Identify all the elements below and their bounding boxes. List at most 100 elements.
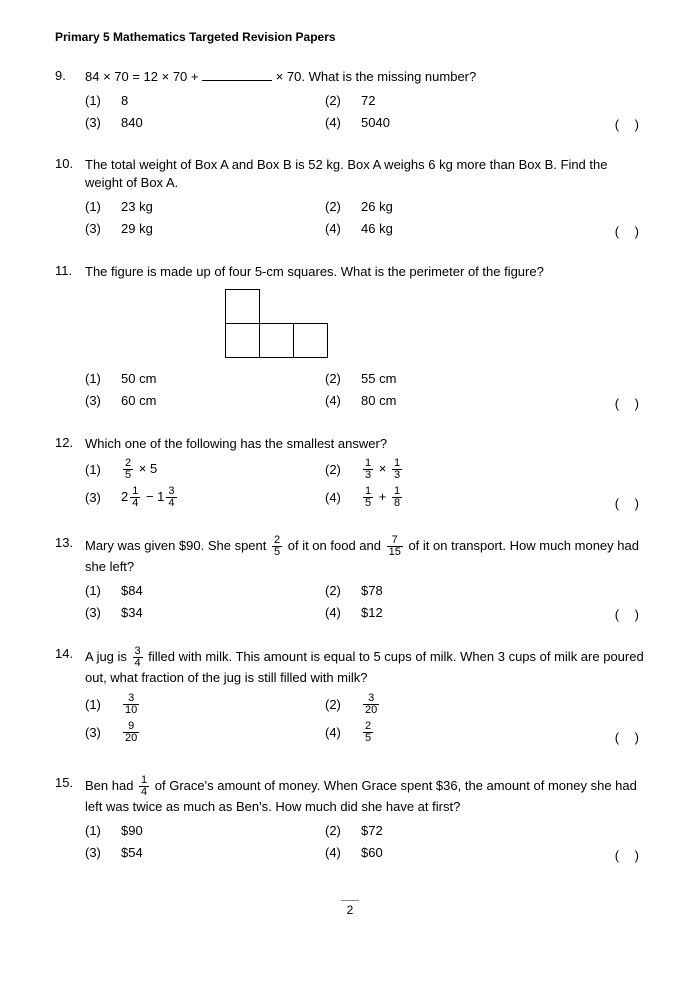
question-10: 10. The total weight of Box A and Box B … [55, 156, 645, 240]
option-2: (2)26 kg [325, 197, 525, 217]
option-2: (2)$78 [325, 580, 525, 600]
option-value: 46 kg [361, 221, 393, 236]
option-3: (3)920 [85, 719, 325, 745]
option-value: $60 [361, 845, 383, 860]
option-label: (3) [85, 605, 121, 620]
option-value: 80 cm [361, 393, 396, 408]
option-4: (4)25 [325, 719, 525, 745]
option-label: (1) [85, 199, 121, 214]
option-label: (1) [85, 583, 121, 598]
squares-figure [225, 289, 645, 359]
answer-bracket: ( ) [615, 730, 645, 745]
option-value: 55 cm [361, 371, 396, 386]
fraction: 14 [139, 775, 149, 798]
option-value: 50 cm [121, 371, 156, 386]
option-value: $54 [121, 845, 143, 860]
option-value: 25 [363, 721, 373, 744]
question-12: 12. Which one of the following has the s… [55, 435, 645, 513]
option-3: (3)$54 [85, 843, 325, 863]
question-number: 11. [55, 263, 85, 278]
answer-bracket: ( ) [615, 117, 645, 132]
option-value: 60 cm [121, 393, 156, 408]
option-label: (4) [325, 115, 361, 130]
text-part: × 70. What is the missing number? [272, 69, 476, 84]
option-value: 310 [123, 693, 139, 716]
option-value: 840 [121, 115, 143, 130]
question-13: 13. Mary was given $90. She spent 25 of … [55, 535, 645, 624]
answer-bracket: ( ) [615, 396, 645, 411]
option-value: 15 + 18 [361, 486, 404, 509]
option-2: (2)320 [325, 691, 525, 717]
question-number: 12. [55, 435, 85, 450]
option-1: (1)$90 [85, 821, 325, 841]
option-4: (4)$12 [325, 602, 525, 622]
option-label: (1) [85, 462, 121, 477]
option-value: 72 [361, 93, 375, 108]
question-text: Which one of the following has the small… [85, 435, 645, 453]
option-label: (4) [325, 393, 361, 408]
option-value: 214 − 134 [121, 486, 179, 509]
answer-bracket: ( ) [615, 496, 645, 511]
option-label: (2) [325, 823, 361, 838]
option-1: (1) 25 × 5 [85, 457, 325, 483]
option-3: (3) 214 − 134 [85, 485, 325, 511]
question-text: 84 × 70 = 12 × 70 + × 70. What is the mi… [85, 68, 645, 86]
question-number: 14. [55, 646, 85, 661]
option-value: 920 [123, 721, 139, 744]
option-value: 26 kg [361, 199, 393, 214]
question-text: Ben had 14 of Grace's amount of money. W… [85, 775, 645, 816]
option-label: (3) [85, 490, 121, 505]
option-label: (3) [85, 221, 121, 236]
option-2: (2)72 [325, 90, 525, 110]
option-value: $34 [121, 605, 143, 620]
text-part: 84 × 70 = 12 × 70 + [85, 69, 202, 84]
question-text: A jug is 34 filled with milk. This amoun… [85, 646, 645, 687]
question-text: Mary was given $90. She spent 25 of it o… [85, 535, 645, 576]
worksheet-page: Primary 5 Mathematics Targeted Revision … [0, 0, 700, 937]
option-value: $78 [361, 583, 383, 598]
option-label: (3) [85, 845, 121, 860]
text-part: A jug is [85, 649, 131, 664]
fraction: 715 [387, 535, 403, 558]
option-value: 13 × 13 [361, 458, 404, 481]
option-4: (4)46 kg [325, 219, 525, 239]
question-number: 10. [55, 156, 85, 171]
option-label: (2) [325, 697, 361, 712]
fraction: 25 [272, 535, 282, 558]
option-label: (4) [325, 221, 361, 236]
option-4: (4)$60 [325, 843, 525, 863]
page-number: 2 [55, 903, 645, 917]
option-label: (2) [325, 371, 361, 386]
option-value: 8 [121, 93, 128, 108]
answer-bracket: ( ) [615, 848, 645, 863]
option-4: (4)80 cm [325, 391, 525, 411]
question-text: The total weight of Box A and Box B is 5… [85, 156, 645, 192]
text-part: filled with milk. This amount is equal t… [85, 649, 644, 685]
option-value: 320 [363, 693, 379, 716]
question-15: 15. Ben had 14 of Grace's amount of mone… [55, 775, 645, 864]
option-value: $84 [121, 583, 143, 598]
question-number: 13. [55, 535, 85, 550]
option-label: (4) [325, 725, 361, 740]
option-3: (3)$34 [85, 602, 325, 622]
text-part: Mary was given $90. She spent [85, 538, 270, 553]
option-label: (3) [85, 725, 121, 740]
option-label: (4) [325, 605, 361, 620]
option-label: (2) [325, 583, 361, 598]
question-14: 14. A jug is 34 filled with milk. This a… [55, 646, 645, 747]
text-part: of it on food and [284, 538, 384, 553]
option-1: (1)8 [85, 90, 325, 110]
text-part: Ben had [85, 778, 137, 793]
option-value: 23 kg [121, 199, 153, 214]
option-1: (1)23 kg [85, 197, 325, 217]
option-2: (2) 13 × 13 [325, 457, 525, 483]
option-label: (3) [85, 393, 121, 408]
option-label: (2) [325, 462, 361, 477]
option-2: (2)55 cm [325, 369, 525, 389]
option-value: 5040 [361, 115, 390, 130]
option-label: (1) [85, 697, 121, 712]
question-11: 11. The figure is made up of four 5-cm s… [55, 263, 645, 413]
option-label: (2) [325, 199, 361, 214]
option-value: $72 [361, 823, 383, 838]
option-label: (1) [85, 371, 121, 386]
